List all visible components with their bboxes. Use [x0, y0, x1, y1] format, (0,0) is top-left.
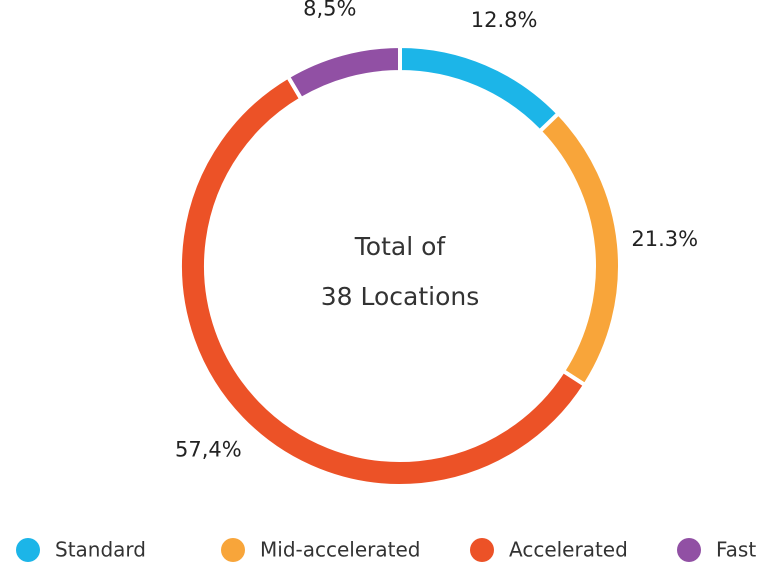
data-label: 12.8%: [471, 8, 538, 32]
legend-label: Accelerated: [509, 538, 628, 562]
legend-swatch: [677, 538, 701, 562]
data-label: 57,4%: [175, 438, 242, 462]
legend-label: Standard: [55, 538, 146, 562]
data-label: 8,5%: [303, 0, 356, 20]
legend-label: Fast: [716, 538, 756, 562]
data-label: 21.3%: [631, 227, 698, 251]
legend-label: Mid-accelerated: [260, 538, 420, 562]
donut-segment: [536, 110, 622, 388]
center-text: 38 Locations: [321, 282, 480, 311]
legend-swatch: [470, 538, 494, 562]
donut-segment: [398, 43, 562, 135]
legend-swatch: [16, 538, 40, 562]
donut-segment: [285, 43, 402, 102]
legend-swatch: [221, 538, 245, 562]
center-text: Total of: [354, 232, 447, 261]
